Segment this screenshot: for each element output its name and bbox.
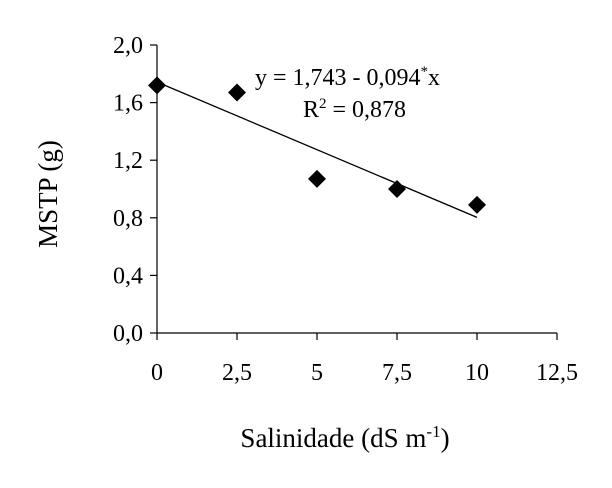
equation-label: y = 1,743 - 0,094*x	[255, 64, 440, 91]
y-axis-ticks: 0,0 0,4 0,8 1,2 1,6 2,0	[113, 33, 157, 347]
trendline	[156, 81, 478, 218]
y-axis-title: MSTP (g)	[33, 140, 63, 248]
data-point	[468, 195, 486, 214]
trendline-group	[156, 81, 478, 218]
x-tick-label: 10	[465, 360, 489, 386]
x-axis-ticks: 0 2,5 5 7,5 10 12,5	[151, 333, 578, 386]
y-tick-label: 0,4	[113, 263, 143, 289]
x-tick-label: 2,5	[222, 360, 252, 386]
x-axis-title-main: Salinidade (dS m	[240, 423, 426, 453]
data-point	[148, 76, 166, 95]
y-tick-label: 1,2	[113, 148, 143, 174]
x-axis-title-close: )	[441, 423, 450, 453]
data-point	[228, 83, 246, 102]
y-tick-label: 1,6	[113, 91, 143, 117]
x-tick-label: 0	[151, 360, 163, 386]
y-tick-label: 0,0	[113, 321, 143, 347]
r2-value: = 0,878	[327, 97, 407, 123]
equation-sup: *	[421, 64, 429, 80]
data-point	[308, 169, 326, 188]
data-point	[388, 180, 406, 198]
x-axis-title: Salinidade (dS m-1)	[240, 422, 449, 453]
x-axis-title-sup: -1	[426, 422, 440, 441]
x-tick-label: 7,5	[382, 360, 412, 386]
data-points	[148, 76, 486, 214]
r2-label: R2 = 0,878	[303, 96, 406, 123]
r2-r: R	[303, 97, 319, 123]
x-tick-label: 12,5	[536, 360, 578, 386]
y-tick-label: 2,0	[113, 33, 143, 59]
x-tick-label: 5	[311, 360, 323, 386]
equation-tail: x	[428, 65, 440, 91]
equation-main: y = 1,743 - 0,094	[255, 65, 421, 91]
r2-sup: 2	[319, 96, 327, 112]
y-tick-label: 0,8	[113, 206, 143, 232]
